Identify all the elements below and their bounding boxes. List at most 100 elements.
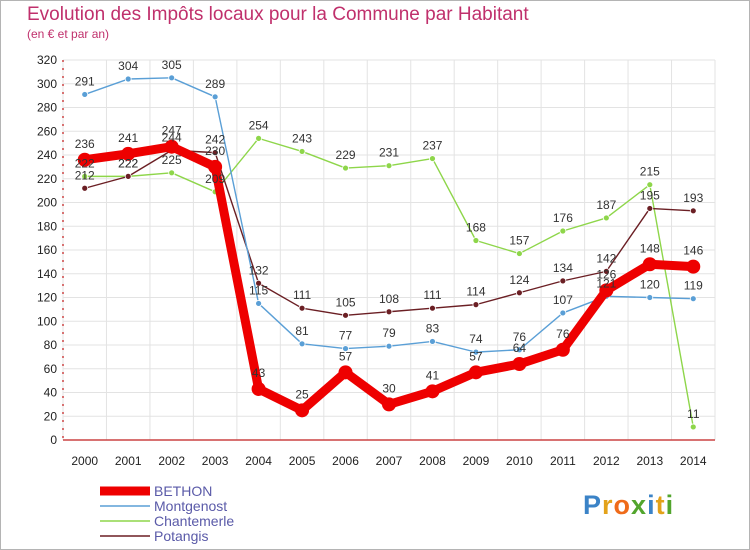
legend-label-potangis: Potangis [154,528,208,544]
data-label-bethon: 57 [469,349,483,363]
y-tick-label: 120 [37,291,57,305]
data-label-montgenost: 305 [162,58,182,72]
data-point-potangis [211,149,219,157]
data-label-montgenost: 121 [596,276,616,290]
data-label-potangis: 193 [683,191,703,205]
data-label-bethon: 230 [205,144,225,158]
data-label-bethon: 57 [339,349,353,363]
data-label-montgenost: 74 [469,332,483,346]
data-point-chantemerle [298,148,306,155]
data-label-chantemerle: 243 [292,131,312,145]
data-label-bethon: 64 [513,341,527,355]
data-label-potangis: 111 [293,288,312,302]
data-label-potangis: 195 [640,188,660,202]
data-point-chantemerle [342,164,349,172]
data-point-bethon [642,257,657,272]
y-tick-label: 260 [37,124,57,138]
y-tick-label: 20 [44,409,58,423]
data-label-potangis: 212 [75,168,95,182]
data-label-montgenost: 107 [553,293,573,307]
data-label-chantemerle: 168 [466,221,486,235]
legend-label-bethon: BETHON [154,483,212,499]
y-tick-label: 320 [37,53,57,67]
data-point-bethon [164,139,179,154]
x-tick-label: 2009 [463,454,490,468]
data-point-bethon [251,381,266,396]
data-label-montgenost: 120 [640,278,660,292]
data-label-chantemerle: 215 [640,165,660,179]
y-tick-label: 60 [44,362,58,376]
proxiti-logo: Proxiti [583,490,674,521]
data-label-chantemerle: 254 [249,118,269,132]
x-tick-label: 2003 [202,454,229,468]
data-label-potangis: 108 [379,292,399,306]
x-tick-label: 2002 [158,454,185,468]
data-point-chantemerle [516,250,523,257]
data-labels: 222 222 225 209 254 243 229 231 237 168 157 176 187 2… [75,58,704,421]
data-point-potangis [342,311,349,319]
data-point-montgenost [646,294,654,301]
data-label-montgenost: 83 [426,321,440,335]
data-label-bethon: 76 [556,327,570,341]
series-bethon [77,139,701,418]
data-point-potangis [255,279,263,287]
data-label-potangis: 134 [553,261,573,275]
data-label-bethon: 236 [75,137,95,151]
y-tick-label: 40 [44,386,58,400]
y-tick-label: 300 [37,77,57,91]
y-tick-label: 80 [44,338,58,352]
data-label-potangis: 124 [509,273,529,287]
data-label-potangis: 222 [118,156,138,170]
data-label-bethon: 148 [640,241,660,255]
data-point-chantemerle [255,134,263,142]
data-point-montgenost [385,342,393,350]
data-point-bethon [468,365,483,380]
data-label-bethon: 126 [596,267,616,281]
chart-subtitle: (en € et par an) [27,27,110,41]
y-tick-label: 180 [37,219,57,233]
legend-label-montgenost: Montgenost [154,498,227,514]
data-point-chantemerle [689,423,697,431]
x-tick-label: 2011 [550,454,576,468]
series [77,74,701,431]
data-point-potangis [516,289,523,297]
logo-letter: t [655,490,666,520]
data-point-montgenost [255,300,263,307]
data-label-montgenost: 289 [205,77,225,91]
data-label-chantemerle: 209 [205,172,225,186]
data-point-chantemerle [646,181,654,189]
data-point-chantemerle [472,237,480,244]
data-label-montgenost: 76 [513,330,527,344]
data-point-potangis [429,304,436,312]
data-point-potangis [646,205,654,212]
series-chantemerle [81,134,697,431]
data-label-montgenost: 291 [75,74,95,88]
data-point-montgenost [124,75,132,83]
data-point-bethon [338,365,353,380]
data-point-chantemerle [429,155,436,162]
data-point-chantemerle [385,162,393,170]
data-point-bethon [425,384,440,399]
data-point-montgenost [168,74,176,82]
data-point-montgenost [559,309,567,317]
data-label-bethon: 41 [426,368,440,382]
x-tick-label: 2010 [506,454,533,468]
x-tick-label: 2000 [71,454,98,468]
data-label-potangis: 244 [162,130,182,144]
data-point-bethon [555,342,570,357]
x-tick-label: 2001 [115,454,142,468]
data-point-potangis [472,301,480,309]
data-point-chantemerle [81,172,89,180]
data-label-bethon: 30 [382,381,396,395]
y-tick-label: 100 [37,314,57,328]
data-label-montgenost: 119 [684,279,703,293]
logo-letter: o [613,490,632,520]
data-label-potangis: 142 [596,251,616,265]
data-label-potangis: 242 [205,133,225,147]
data-point-potangis [602,267,610,275]
data-label-montgenost: 81 [295,324,309,338]
data-point-bethon [686,259,701,274]
data-point-montgenost [472,348,480,356]
